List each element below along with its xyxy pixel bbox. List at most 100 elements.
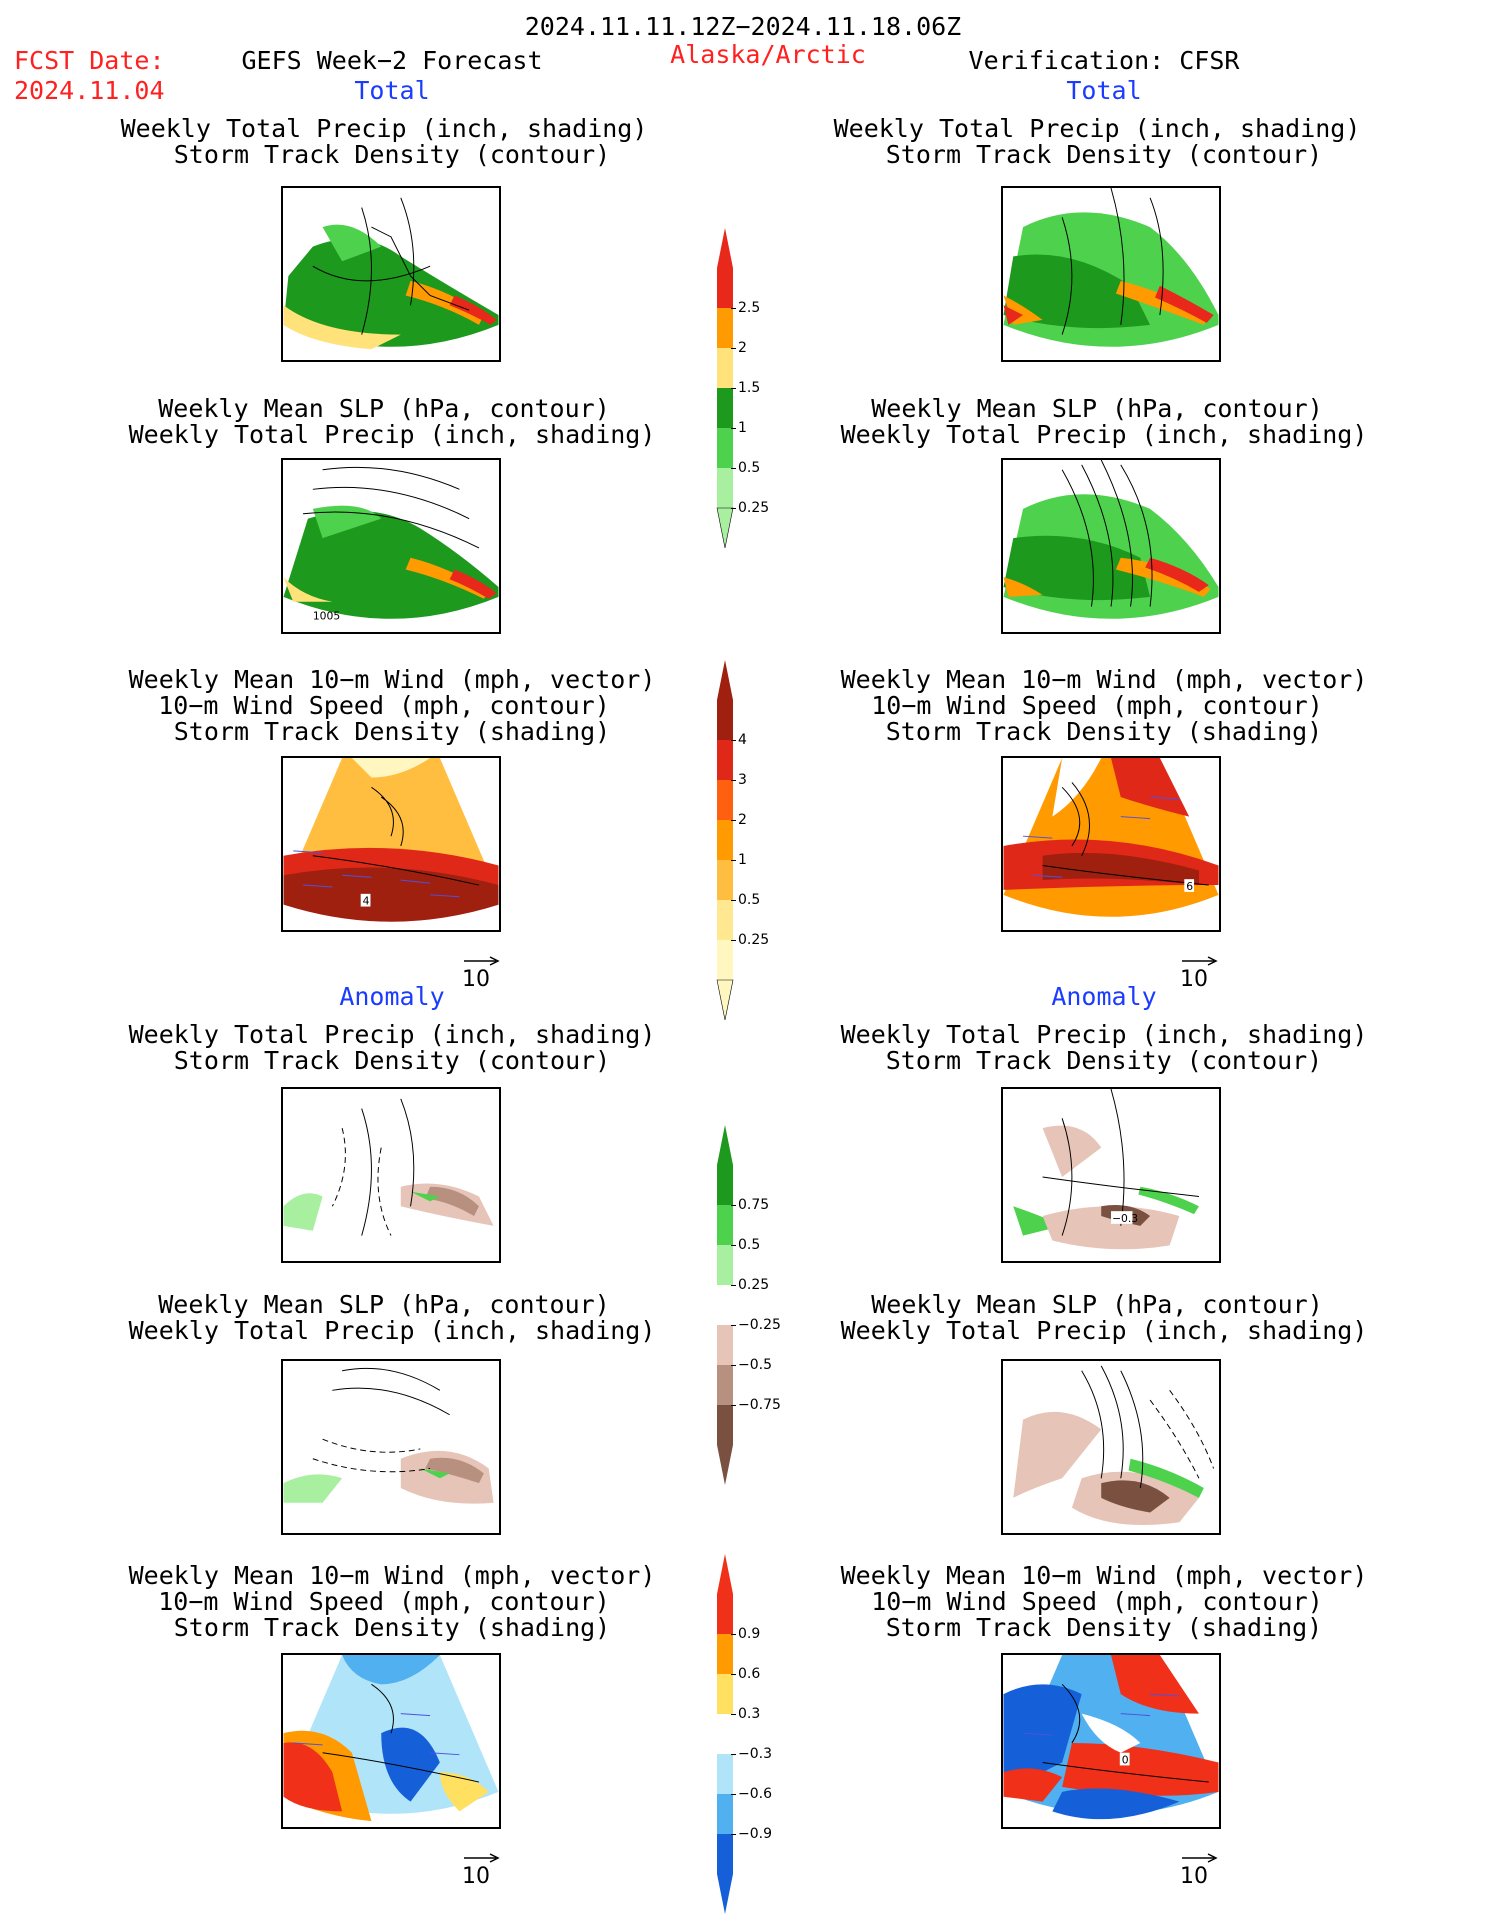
colorbar-tick-label: 0.25 [738, 500, 770, 516]
verification-label: Verification: CFSR [968, 46, 1240, 75]
map-anom-wind-right-plot: 0 [1003, 1655, 1219, 1820]
title-awind-r2: 10−m Wind Speed (mph, contour) [871, 1587, 1323, 1616]
colorbar-tick [731, 468, 736, 469]
colorbar-tick-label: 3 [738, 772, 747, 788]
colorbar-segment [717, 1285, 733, 1325]
colorbar-segment [717, 348, 733, 388]
title-awind-l1: Weekly Mean 10−m Wind (mph, vector) [128, 1561, 656, 1590]
colorbar-tick [731, 308, 736, 309]
colorbar-tick-label: −0.75 [738, 1397, 781, 1413]
valid-period: 2024.11.11.12Z−2024.11.18.06Z [524, 12, 962, 41]
colorbar-tick-label: −0.3 [738, 1746, 772, 1762]
ref-vector-total-right: 10 [1180, 955, 1220, 992]
colorbar-segment [717, 780, 733, 820]
map-anom-precip-left [281, 1087, 501, 1263]
map-anom-slp-right [1001, 1359, 1221, 1535]
colorbar-tick [731, 940, 736, 941]
map-total-precip-left-plot [283, 188, 499, 350]
colorbar-segment [717, 268, 733, 308]
colorbar-track-total: 4 3 2 1 0.5 0.25 [716, 660, 769, 1024]
colorbar-segment [717, 1754, 733, 1794]
colorbar-segment [717, 1245, 733, 1285]
title-slp-l2: Weekly Total Precip (inch, shading) [128, 420, 656, 449]
colorbar-tick [731, 428, 736, 429]
map-anom-precip-right: −0.3 [1001, 1087, 1221, 1263]
ref-vector-label: 10 [462, 967, 490, 992]
colorbar-tick-label: 0.5 [738, 460, 761, 476]
wind-contour-label-right: 6 [1186, 880, 1193, 893]
map-anom-wind-right: 0 [1001, 1653, 1221, 1829]
section-anomaly-right: Anomaly [1051, 982, 1157, 1011]
colorbar-tick [731, 900, 736, 901]
colorbar-tick-label: 0.5 [738, 1237, 761, 1253]
title-aprecip-l2: Storm Track Density (contour) [173, 1046, 611, 1075]
colorbar-tick-label: 0.25 [738, 1277, 770, 1293]
map-total-wind-right-plot: 6 [1003, 758, 1219, 917]
colorbar-tick-label: 2 [738, 812, 747, 828]
colorbar-tick [731, 860, 736, 861]
ref-vector-label: 10 [1180, 967, 1208, 992]
title-aslp-l1: Weekly Mean SLP (hPa, contour) [158, 1290, 610, 1319]
section-total-left: Total [354, 76, 430, 105]
map-total-precip-right [1001, 186, 1221, 362]
map-anom-slp-left-plot [283, 1367, 494, 1504]
map-anom-wind-left-plot [283, 1655, 499, 1822]
colorbar-tick [731, 1794, 736, 1795]
map-anom-wind-left [281, 1653, 501, 1829]
colorbar-segment [717, 1674, 733, 1714]
title-slp-r2: Weekly Total Precip (inch, shading) [840, 420, 1368, 449]
ref-vector-label: 10 [1180, 1864, 1208, 1889]
colorbar-segment [717, 1634, 733, 1674]
colorbar-tick [731, 1754, 736, 1755]
colorbar-tick-label: 0.6 [738, 1666, 761, 1682]
map-total-precip-left [281, 186, 501, 362]
title-aprecip-r1: Weekly Total Precip (inch, shading) [840, 1020, 1368, 1049]
title-awind-l2: 10−m Wind Speed (mph, contour) [158, 1587, 610, 1616]
wind-contour-label-left: 4 [363, 895, 370, 908]
title-slp-r1: Weekly Mean SLP (hPa, contour) [871, 394, 1323, 423]
colorbar-svg [716, 660, 734, 1021]
colorbar-bottom-tip [716, 507, 734, 549]
colorbar-tick [731, 1714, 736, 1715]
colorbar-tick [731, 1405, 736, 1406]
colorbar-segment [717, 308, 733, 348]
colorbar-segment [717, 1325, 733, 1365]
colorbar-tick [731, 1285, 736, 1286]
colorbar-segment [717, 1205, 733, 1245]
colorbar-tick-label: 1.5 [738, 380, 761, 396]
colorbar-tick [731, 1205, 736, 1206]
title-wind-l2: 10−m Wind Speed (mph, contour) [158, 691, 610, 720]
title-aslp-r1: Weekly Mean SLP (hPa, contour) [871, 1290, 1323, 1319]
map-total-slp-left-plot: 1005 [283, 466, 499, 622]
title-aprecip-r2: Storm Track Density (contour) [885, 1046, 1323, 1075]
colorbar-tick [731, 1365, 736, 1366]
title-aslp-l2: Weekly Total Precip (inch, shading) [128, 1316, 656, 1345]
colorbar-segment [717, 1165, 733, 1205]
colorbar-segment [717, 900, 733, 940]
colorbar-bottom-tip [717, 1445, 733, 1485]
colorbar-tick [731, 508, 736, 509]
colorbar-tick-label: 0.9 [738, 1626, 761, 1642]
colorbar-tick [731, 1834, 736, 1835]
colorbar-segment [717, 820, 733, 860]
colorbar-segment [717, 1405, 733, 1445]
colorbar-bottom-tip [716, 979, 734, 1021]
colorbar-tick-label: 1 [738, 420, 747, 436]
map-total-precip-right-plot [1003, 188, 1219, 347]
title-slp-l1: Weekly Mean SLP (hPa, contour) [158, 394, 610, 423]
colorbar-tick-label: −0.25 [738, 1317, 781, 1333]
colorbar-segment [717, 860, 733, 900]
title-precip-l1: Weekly Total Precip (inch, shading) [120, 114, 648, 143]
colorbar-tick-label: 0.3 [738, 1706, 761, 1722]
title-wind-r1: Weekly Mean 10−m Wind (mph, vector) [840, 665, 1368, 694]
map-total-slp-right [1001, 458, 1221, 634]
colorbar-segment [717, 468, 733, 508]
colorbar-tick [731, 1245, 736, 1246]
map-total-wind-left-plot: 4 [283, 758, 499, 922]
title-precip-r2: Storm Track Density (contour) [885, 140, 1323, 169]
section-anomaly-left: Anomaly [339, 982, 445, 1011]
colorbar-tick-label: −0.9 [738, 1826, 772, 1842]
colorbar-tick [731, 1674, 736, 1675]
colorbar-segment [717, 940, 733, 980]
colorbar-track-anom: 0.9 0.6 0.3 −0.3 −0.6 −0.9 [716, 1554, 772, 1918]
